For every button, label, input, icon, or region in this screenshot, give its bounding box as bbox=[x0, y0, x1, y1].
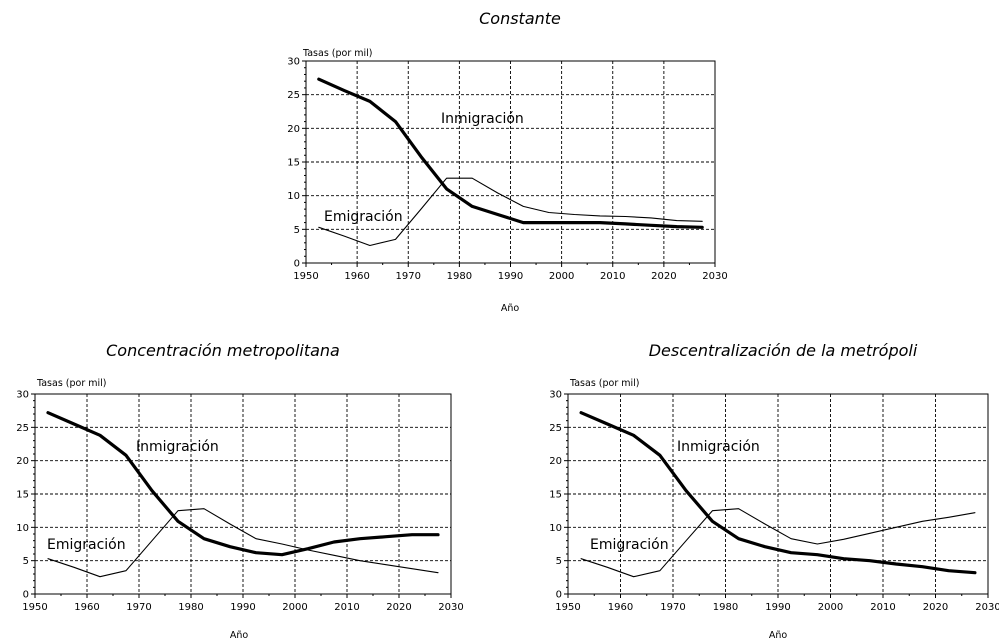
y-tick-label: 5 bbox=[23, 556, 29, 567]
x-tick-label: 1950 bbox=[555, 602, 580, 613]
y-tick-label: 5 bbox=[294, 225, 300, 236]
chart-title: Concentración metropolitana bbox=[106, 341, 340, 360]
x-tick-label: 1950 bbox=[293, 271, 318, 282]
x-tick-label: 2020 bbox=[923, 602, 948, 613]
x-tick-label: 2030 bbox=[702, 271, 727, 282]
chart-title: Descentralización de la metrópoli bbox=[649, 341, 918, 360]
y-tick-label: 25 bbox=[16, 423, 29, 434]
y-axis-label: Tasas (por mil) bbox=[569, 378, 640, 389]
emigracion-annotation: Emigración bbox=[47, 537, 126, 553]
y-tick-label: 15 bbox=[287, 158, 300, 169]
x-tick-label: 2030 bbox=[975, 602, 999, 613]
plot-area-2: 1950 1960 1970 1980 1990 2000 2010 2020 20300510… bbox=[549, 390, 999, 614]
x-tick-label: 1970 bbox=[126, 602, 151, 613]
x-tick-label: 1990 bbox=[765, 602, 790, 613]
x-tick-label: 2000 bbox=[549, 271, 574, 282]
y-tick-label: 0 bbox=[23, 590, 29, 601]
y-tick-label: 20 bbox=[549, 456, 562, 467]
y-tick-label: 25 bbox=[549, 423, 562, 434]
x-tick-label: 1970 bbox=[396, 271, 421, 282]
x-tick-label: 2020 bbox=[386, 602, 411, 613]
y-tick-label: 5 bbox=[556, 556, 562, 567]
x-tick-label: 1960 bbox=[74, 602, 99, 613]
x-tick-label: 1990 bbox=[230, 602, 255, 613]
emigracion-annotation: Emigración bbox=[590, 537, 669, 553]
chart-constante: Constante Tasas (por mil) 1950 1960 1970 19… bbox=[287, 9, 727, 314]
inmigracion-annotation: Inmigración bbox=[441, 111, 524, 127]
x-tick-label: 1980 bbox=[178, 602, 203, 613]
x-tick-label: 1980 bbox=[713, 602, 738, 613]
y-tick-label: 10 bbox=[16, 523, 29, 534]
x-tick-label: 2030 bbox=[438, 602, 463, 613]
y-tick-label: 30 bbox=[549, 390, 562, 401]
emigracion-series-line bbox=[47, 508, 439, 578]
inmigracion-annotation: Inmigración bbox=[677, 439, 760, 455]
plot-area-1: 1950 1960 1970 1980 1990 2000 2010 2020 20300510… bbox=[16, 390, 463, 614]
x-tick-label: 1990 bbox=[498, 271, 523, 282]
emigracion-series-line bbox=[580, 508, 976, 578]
chart-concentracion: Concentración metropolitana Tasas (por m… bbox=[16, 341, 463, 641]
y-tick-label: 10 bbox=[549, 523, 562, 534]
y-tick-label: 20 bbox=[16, 456, 29, 467]
y-tick-label: 30 bbox=[287, 57, 300, 68]
chart-title: Constante bbox=[479, 9, 561, 28]
y-tick-label: 25 bbox=[287, 90, 300, 101]
x-tick-label: 1960 bbox=[608, 602, 633, 613]
x-tick-label: 2010 bbox=[334, 602, 359, 613]
y-tick-label: 15 bbox=[16, 490, 29, 501]
x-tick-label: 1950 bbox=[22, 602, 47, 613]
inmigracion-annotation: Inmigración bbox=[136, 439, 219, 455]
x-tick-label: 1960 bbox=[344, 271, 369, 282]
y-tick-label: 15 bbox=[549, 490, 562, 501]
emigracion-series-line bbox=[318, 177, 703, 247]
chart-descentralizacion: Descentralización de la metrópoli Tasas … bbox=[549, 341, 999, 641]
x-tick-label: 1970 bbox=[660, 602, 685, 613]
y-tick-label: 0 bbox=[294, 259, 300, 270]
x-tick-label: 2020 bbox=[651, 271, 676, 282]
x-tick-label: 2010 bbox=[870, 602, 895, 613]
y-tick-label: 30 bbox=[16, 390, 29, 401]
y-axis-label: Tasas (por mil) bbox=[302, 48, 373, 59]
y-tick-label: 10 bbox=[287, 191, 300, 202]
inmigracion-series-line bbox=[46, 411, 440, 557]
x-tick-label: 1980 bbox=[447, 271, 472, 282]
x-axis-label: Año bbox=[769, 630, 788, 641]
y-tick-label: 20 bbox=[287, 124, 300, 135]
emigracion-annotation: Emigración bbox=[324, 209, 403, 225]
y-tick-label: 0 bbox=[556, 590, 562, 601]
inmigracion-series-line bbox=[317, 77, 704, 229]
plot-area-0: 1950 1960 1970 1980 1990 2000 2010 2020 20300510… bbox=[287, 57, 727, 283]
x-tick-label: 2000 bbox=[818, 602, 843, 613]
x-tick-label: 2010 bbox=[600, 271, 625, 282]
inmigracion-series-line bbox=[579, 411, 977, 575]
x-axis-label: Año bbox=[230, 630, 249, 641]
y-axis-label: Tasas (por mil) bbox=[36, 378, 107, 389]
x-tick-label: 2000 bbox=[282, 602, 307, 613]
x-axis-label: Año bbox=[501, 303, 520, 314]
